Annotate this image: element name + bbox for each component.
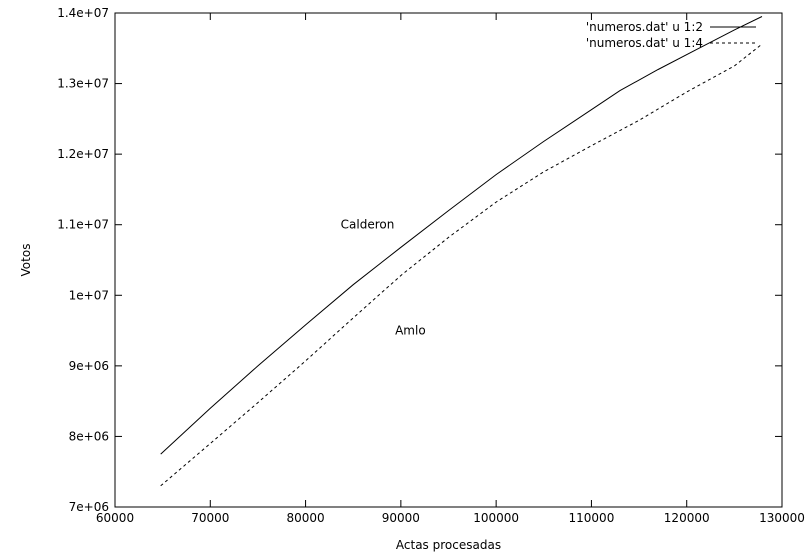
plot-axes	[114, 12, 783, 508]
x-tick-label: 130000	[759, 511, 805, 525]
y-tick-label: 1.2e+07	[57, 147, 109, 161]
axis-ticks: 60000 70000 80000 90000 100000 110000 120000 13…	[57, 6, 805, 525]
annotation-label-2: Amlo	[395, 324, 426, 338]
x-tick-label: 100000	[473, 511, 519, 525]
y-tick-label: 1.3e+07	[57, 77, 109, 91]
series-lines	[160, 16, 763, 487]
x-tick-label: 70000	[191, 511, 229, 525]
x-tick-label: 60000	[96, 511, 134, 525]
y-tick-label: 1.1e+07	[57, 218, 109, 232]
y-tick-label: 8e+06	[69, 429, 109, 443]
y-tick-label: 9e+06	[69, 359, 109, 373]
legend: 'numeros.dat' u 1:2 'numeros.dat' u 1:4	[586, 20, 756, 50]
x-axis-label: Actas procesadas	[396, 538, 501, 552]
y-tick-label: 7e+06	[69, 500, 109, 514]
annotations: Calderon Amlo	[341, 218, 426, 338]
series-line-2	[160, 43, 763, 487]
y-axis-label: Votos	[19, 244, 33, 277]
x-tick-label: 90000	[382, 511, 420, 525]
legend-label-2: 'numeros.dat' u 1:4	[586, 36, 703, 50]
x-tick-label: 110000	[569, 511, 615, 525]
x-tick-label: 120000	[664, 511, 710, 525]
legend-label-1: 'numeros.dat' u 1:2	[586, 20, 703, 34]
x-tick-label: 80000	[286, 511, 324, 525]
plot-frame	[114, 12, 783, 508]
y-tick-label: 1.4e+07	[57, 6, 109, 20]
annotation-label-1: Calderon	[341, 218, 395, 232]
series-line-1	[160, 16, 763, 455]
y-tick-label: 1e+07	[69, 288, 109, 302]
